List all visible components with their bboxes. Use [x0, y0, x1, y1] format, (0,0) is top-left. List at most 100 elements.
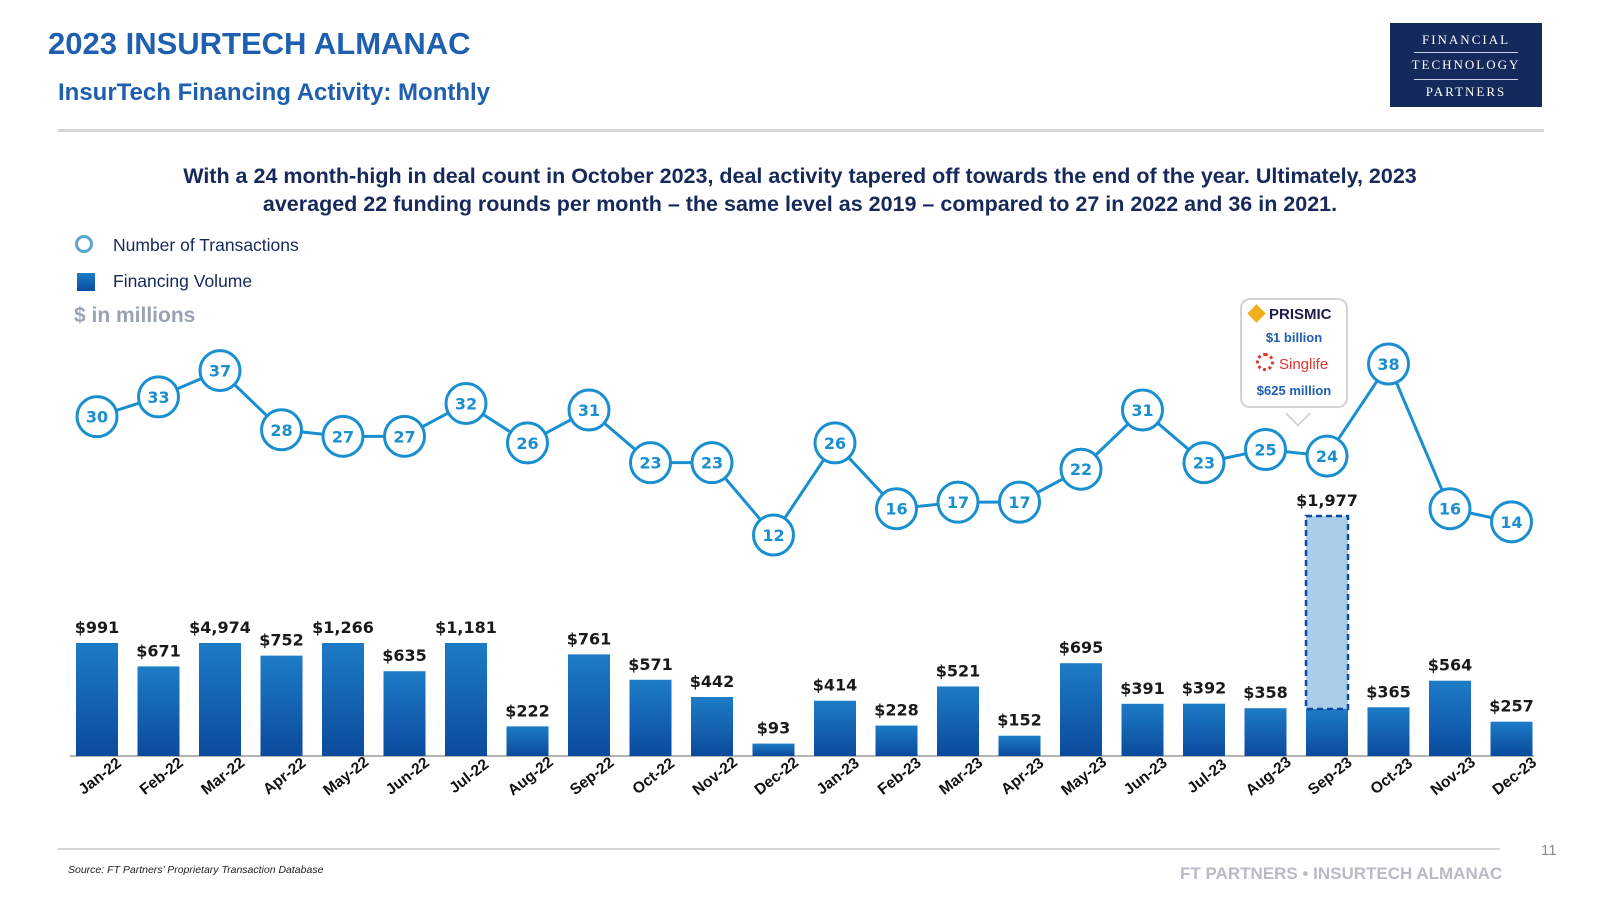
logo-line-1: FINANCIAL	[1421, 32, 1511, 47]
x-tick-label: Aug-23	[1243, 753, 1295, 799]
x-tick-label: Apr-22	[260, 755, 309, 799]
bar-Oct-23	[1367, 707, 1410, 756]
bar-value-label: $4,974	[189, 618, 251, 637]
transaction-count-label: 30	[86, 408, 108, 427]
legend-label-transactions: Number of Transactions	[113, 235, 299, 255]
transaction-count-label: 16	[1439, 500, 1461, 519]
x-tick-label: Dec-22	[751, 754, 802, 799]
transaction-count-label: 37	[209, 362, 231, 381]
bar-Jan-23	[814, 700, 856, 756]
transaction-marker	[137, 375, 180, 419]
x-tick-label: Aug-22	[505, 754, 557, 800]
bar-May-23	[1060, 663, 1102, 756]
transaction-marker	[198, 349, 242, 393]
singlife-name: Singlife	[1279, 356, 1329, 373]
bar-Aug-22	[506, 726, 549, 756]
x-tick-label: Jul-23	[1184, 756, 1230, 797]
bar-Nov-23	[1429, 680, 1471, 756]
circle-marker-icon	[75, 235, 93, 253]
transaction-count-label: 27	[393, 427, 415, 446]
transaction-count-label: 23	[701, 454, 723, 473]
transaction-count-label: 26	[516, 434, 538, 453]
bar-value-label: $391	[1120, 679, 1165, 698]
x-tick-label: Jan-22	[76, 755, 125, 799]
bar-value-label: $761	[567, 629, 612, 648]
x-tick-label: May-22	[320, 754, 372, 800]
bar-Jan-22	[76, 643, 118, 756]
transaction-marker	[752, 513, 795, 557]
transaction-marker	[998, 480, 1041, 524]
x-tick-label: Jan-23	[814, 754, 863, 798]
bar-Aug-23	[1244, 708, 1287, 756]
transaction-marker	[567, 388, 611, 432]
transaction-marker	[444, 381, 488, 425]
sep-23-callout: PRISMIC $1 billion Singlife $625 million	[1240, 298, 1348, 408]
x-tick-label: Apr-23	[998, 754, 1047, 798]
transaction-count-label: 26	[824, 434, 846, 453]
x-tick-label: Sep-23	[1305, 754, 1356, 799]
bar-Feb-22	[137, 666, 180, 756]
units-label: $ in millions	[74, 304, 196, 327]
bar-swatch-icon	[77, 273, 95, 291]
bar-May-22	[322, 643, 364, 756]
bar-value-label: $671	[136, 641, 181, 660]
logo-line-2: TECHNOLOGY	[1411, 57, 1521, 72]
bar-value-label: $695	[1059, 638, 1104, 657]
bar-value-label: $521	[936, 661, 981, 680]
ft-partners-logo: FINANCIAL TECHNOLOGY PARTNERS	[1390, 23, 1542, 107]
prismic-amount: $1 billion	[1265, 330, 1323, 345]
transaction-marker	[690, 441, 734, 485]
bar-Sep-23	[1306, 709, 1348, 756]
bar-value-label: $1,977	[1296, 491, 1358, 510]
transaction-count-label: 23	[1193, 454, 1215, 473]
bar-Apr-22	[260, 655, 303, 756]
x-tick-label: Sep-22	[567, 754, 618, 799]
prismic-mark-icon	[1247, 304, 1266, 323]
transaction-count-label: 14	[1500, 513, 1522, 532]
transaction-marker	[1121, 388, 1164, 432]
logo-line-3: PARTNERS	[1425, 84, 1507, 99]
transaction-marker	[1059, 447, 1103, 491]
x-tick-label: Oct-22	[629, 755, 677, 798]
footer-divider	[58, 848, 1500, 850]
transaction-count-label: 17	[947, 493, 969, 512]
page-number: 11	[1541, 842, 1557, 859]
x-tick-label: Feb-22	[137, 754, 187, 798]
singlife-amount: $625 million	[1256, 383, 1332, 398]
transaction-count-label: 12	[762, 526, 784, 545]
x-tick-label: Nov-22	[690, 754, 741, 799]
bar-value-label: $442	[690, 672, 735, 691]
transaction-count-label: 28	[270, 421, 292, 440]
bar-value-label: $752	[259, 631, 304, 650]
transaction-count-label: 22	[1070, 460, 1092, 479]
x-tick-label: Feb-23	[875, 754, 925, 798]
prismic-name: PRISMIC	[1269, 306, 1332, 323]
transaction-marker	[1244, 428, 1287, 471]
bar-value-label: $257	[1489, 697, 1534, 716]
transaction-marker	[875, 487, 918, 531]
header-divider	[58, 129, 1544, 132]
bar-value-label: $991	[75, 618, 120, 637]
transaction-marker	[75, 395, 119, 439]
bar-value-label: $1,266	[312, 618, 374, 637]
transaction-count-label: 31	[1131, 401, 1153, 420]
prismic-logo: PRISMIC	[1247, 304, 1332, 323]
logo-rule	[1414, 52, 1518, 53]
x-tick-label: Jun-23	[1121, 754, 1171, 798]
transaction-marker	[1182, 441, 1226, 485]
bar-Dec-23	[1490, 721, 1533, 756]
headline-line-1: With a 24 month-high in deal count in Oc…	[183, 164, 1417, 188]
transaction-count-label: 17	[1008, 493, 1030, 512]
bar-value-label: $228	[874, 701, 919, 720]
transaction-count-label: 27	[332, 427, 354, 446]
bar-value-label: $392	[1182, 679, 1227, 698]
transaction-count-label: 38	[1377, 355, 1399, 374]
transaction-marker	[321, 414, 365, 458]
x-tick-label: Nov-23	[1428, 754, 1479, 799]
bar-Mar-22	[199, 643, 241, 756]
x-tick-label: Oct-23	[1367, 755, 1416, 798]
transaction-count-label: 32	[455, 394, 477, 413]
bar-Mar-23	[937, 686, 979, 756]
transaction-marker	[506, 421, 549, 465]
